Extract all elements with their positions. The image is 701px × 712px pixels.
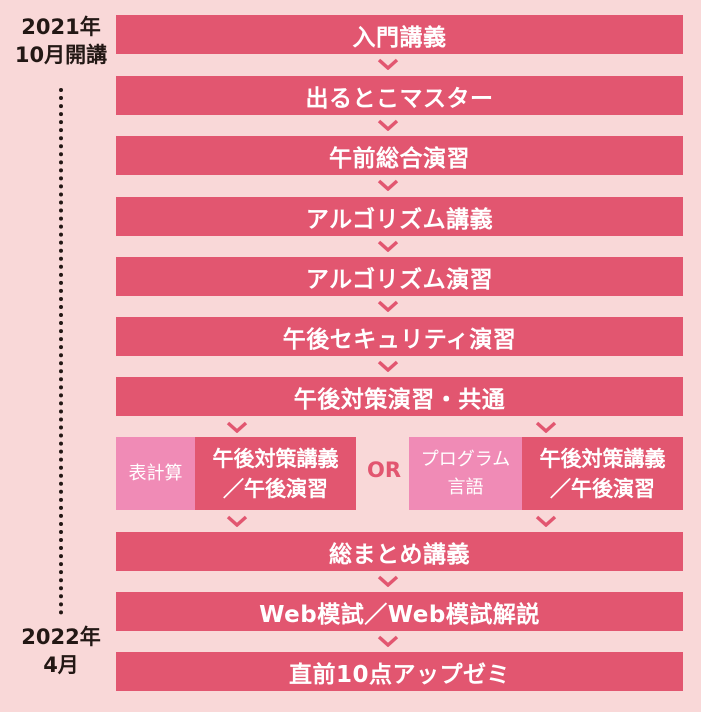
branch-right-course: 午後対策講義 ／午後演習 bbox=[522, 437, 683, 510]
chevron-down-icon bbox=[377, 635, 399, 647]
branch-left-tag-text: 表計算 bbox=[128, 462, 183, 484]
chevron-down-icon bbox=[226, 421, 248, 433]
branch-left-line2: ／午後演習 bbox=[223, 476, 328, 501]
start-month-label: 10月開講 bbox=[14, 43, 108, 67]
step-1: 入門講義 bbox=[116, 15, 683, 54]
step-3: 午前総合演習 bbox=[116, 136, 683, 175]
branch-right-tag: プログラム 言語 bbox=[409, 437, 522, 510]
branch-right-line1: 午後対策講義 bbox=[539, 446, 666, 471]
or-label: OR bbox=[366, 458, 402, 482]
end-year-label: 2022年 bbox=[21, 625, 101, 649]
chevron-down-icon bbox=[226, 515, 248, 527]
step-6: 午後セキュリティ演習 bbox=[116, 317, 683, 356]
branch-right-line2: ／午後演習 bbox=[550, 476, 655, 501]
chevron-down-icon bbox=[377, 58, 399, 70]
step-7: 午後対策演習・共通 bbox=[116, 377, 683, 416]
step-10: 直前10点アップゼミ bbox=[116, 652, 683, 691]
chevron-down-icon bbox=[377, 575, 399, 587]
branch-left-tag: 表計算 bbox=[116, 437, 195, 510]
end-month-label: 4月 bbox=[43, 653, 79, 677]
step-2: 出るとこマスター bbox=[116, 76, 683, 115]
start-year-label: 2021年 bbox=[21, 15, 101, 39]
chevron-down-icon bbox=[377, 300, 399, 312]
chevron-down-icon bbox=[535, 421, 557, 433]
step-8: 総まとめ講義 bbox=[116, 532, 683, 571]
chevron-down-icon bbox=[535, 515, 557, 527]
chevron-down-icon bbox=[377, 360, 399, 372]
branch-left-course: 午後対策講義 ／午後演習 bbox=[195, 437, 356, 510]
step-4: アルゴリズム講義 bbox=[116, 197, 683, 236]
chevron-down-icon bbox=[377, 179, 399, 191]
chevron-down-icon bbox=[377, 119, 399, 131]
step-9: Web模試／Web模試解説 bbox=[116, 592, 683, 631]
chevron-down-icon bbox=[377, 240, 399, 252]
step-5: アルゴリズム演習 bbox=[116, 257, 683, 296]
timeline-dotted-line bbox=[59, 88, 63, 615]
branch-right-tag-line1: プログラム bbox=[420, 448, 511, 470]
branch-left-line1: 午後対策講義 bbox=[212, 446, 339, 471]
branch-right-tag-line2: 言語 bbox=[447, 476, 484, 498]
